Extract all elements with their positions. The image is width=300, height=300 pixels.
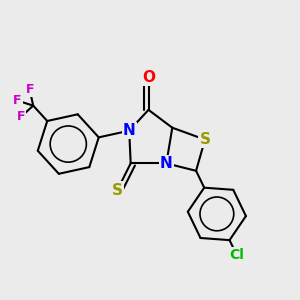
Text: N: N — [160, 156, 173, 171]
Text: S: S — [200, 132, 211, 147]
Text: N: N — [123, 123, 136, 138]
Text: S: S — [112, 183, 123, 198]
Text: O: O — [142, 70, 155, 85]
Text: F: F — [26, 83, 34, 96]
Text: F: F — [14, 94, 22, 107]
Text: F: F — [17, 110, 26, 123]
Text: Cl: Cl — [229, 248, 244, 262]
